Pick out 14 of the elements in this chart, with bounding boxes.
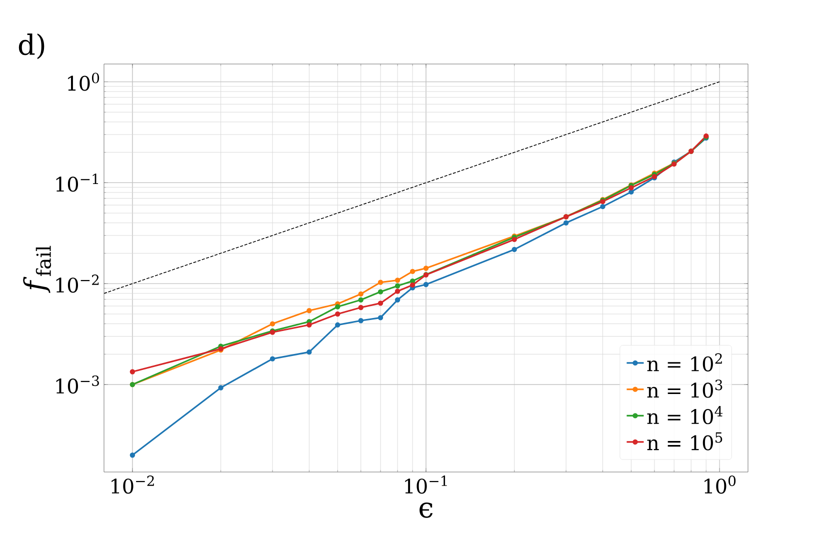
y-tick-label: 10$^{−3}$ bbox=[56, 375, 99, 394]
x-axis-title: ϵ bbox=[420, 502, 433, 518]
text: d) bbox=[18, 34, 44, 60]
y-tick-label: 10$^{−2}$ bbox=[56, 274, 99, 293]
y-axis-title: f$_{fail}$ bbox=[23, 246, 52, 293]
x-tick-label: 10$^{−1}$ bbox=[405, 476, 447, 494]
y-tick-label: 10$^{0}$ bbox=[68, 72, 100, 91]
y-tick-label: 10$^{−1}$ bbox=[56, 174, 98, 192]
legend-label: n = 10$^{2}$ bbox=[647, 353, 722, 372]
legend-label: n = 10$^{5}$ bbox=[647, 432, 722, 450]
x-tick-label: 10$^{−2}$ bbox=[112, 476, 154, 494]
legend-label: n = 10$^{3}$ bbox=[647, 380, 722, 398]
legend-label: n = 10$^{4}$ bbox=[647, 406, 723, 424]
x-tick-label: 10$^{0}$ bbox=[704, 476, 736, 494]
